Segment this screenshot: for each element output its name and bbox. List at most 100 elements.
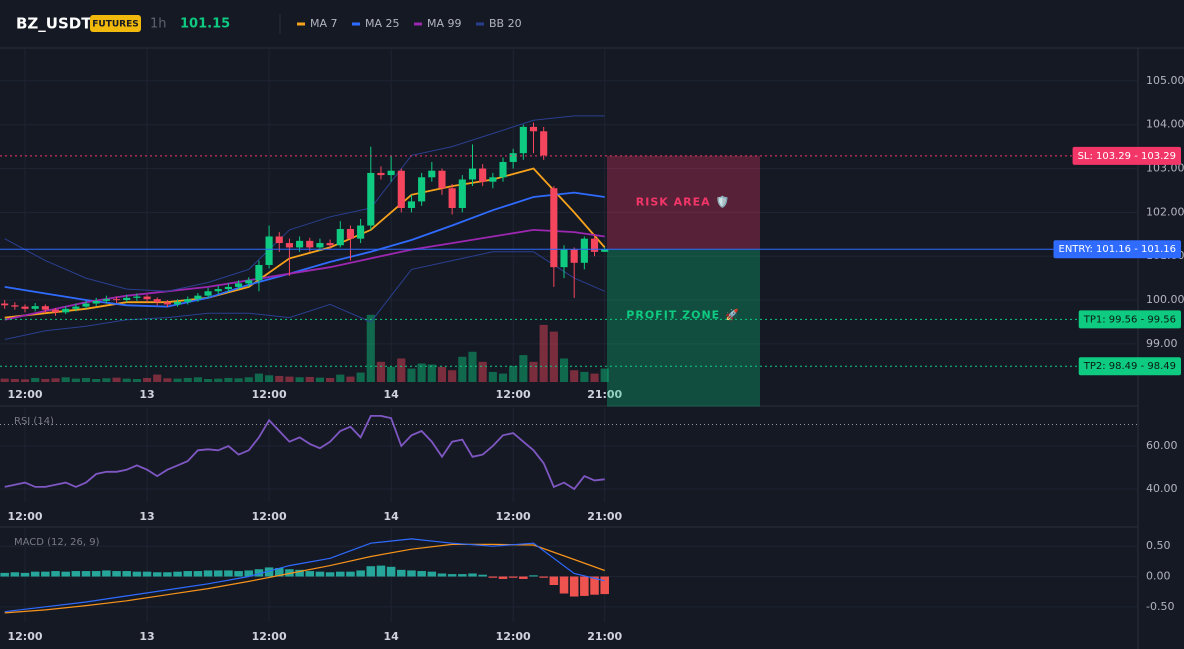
candle-body bbox=[133, 296, 141, 298]
histogram-bar bbox=[51, 571, 60, 577]
y-tick-label: 105.00 bbox=[1146, 74, 1184, 87]
volume-bar bbox=[376, 361, 386, 382]
histogram-bar bbox=[488, 576, 498, 578]
candle-body bbox=[112, 299, 121, 301]
candle-body bbox=[326, 243, 334, 246]
x-tick-label: 12:00 bbox=[252, 630, 287, 643]
histogram-bar bbox=[417, 571, 426, 577]
candle-body bbox=[51, 309, 60, 313]
x-tick-label: 12:00 bbox=[496, 510, 531, 523]
histogram-bar bbox=[71, 571, 81, 577]
volume-bar bbox=[468, 351, 477, 382]
pane-title: RSI (14) bbox=[14, 416, 54, 427]
histogram-bar bbox=[193, 571, 203, 577]
candle-body bbox=[102, 299, 110, 301]
candle-body bbox=[306, 240, 314, 248]
volume-bar bbox=[346, 376, 355, 382]
ma-line bbox=[4, 167, 606, 319]
candle-body bbox=[458, 179, 466, 208]
candle-body bbox=[41, 306, 49, 310]
candle-body bbox=[204, 291, 212, 296]
bb-upper bbox=[4, 115, 605, 292]
volume-bar bbox=[488, 371, 497, 382]
histogram-bar bbox=[0, 572, 9, 577]
volume-bar bbox=[31, 377, 40, 382]
histogram-bar bbox=[559, 576, 569, 594]
histogram-bar bbox=[386, 566, 396, 577]
histogram-bar bbox=[478, 574, 487, 577]
volume-bar bbox=[193, 377, 202, 382]
volume-bar bbox=[163, 378, 172, 382]
candle-body bbox=[194, 295, 202, 300]
volume-bar bbox=[102, 378, 111, 382]
volume-bar bbox=[336, 374, 345, 382]
x-tick-label: 12:00 bbox=[252, 388, 287, 401]
volume-bar bbox=[61, 377, 70, 382]
candle-body bbox=[255, 264, 263, 281]
candle-body bbox=[580, 238, 588, 263]
volume-bar bbox=[315, 377, 325, 382]
badge: FUTURES bbox=[92, 20, 138, 30]
volume-bar bbox=[10, 378, 19, 382]
candle-body bbox=[346, 229, 355, 239]
volume-bar bbox=[20, 379, 30, 382]
volume-bar bbox=[275, 375, 284, 382]
volume-bar bbox=[112, 377, 121, 382]
volume-bar bbox=[234, 378, 243, 382]
volume-bar bbox=[254, 373, 263, 382]
candle-body bbox=[143, 296, 151, 300]
histogram-bar bbox=[447, 574, 457, 577]
candle-body bbox=[387, 170, 395, 176]
histogram-bar bbox=[427, 571, 437, 577]
histogram-bar bbox=[234, 571, 243, 577]
candle-body bbox=[448, 188, 456, 208]
histogram-bar bbox=[407, 570, 416, 577]
candle-body bbox=[590, 238, 599, 252]
x-tick-label: 12:00 bbox=[252, 510, 287, 523]
y-tick-label: 100.00 bbox=[1146, 293, 1184, 306]
volume-bar bbox=[580, 371, 589, 382]
legend-label: MA 25 bbox=[365, 17, 400, 30]
volume-bar bbox=[214, 378, 223, 382]
candle-body bbox=[235, 283, 243, 287]
volume-bar bbox=[519, 355, 528, 382]
histogram-bar bbox=[203, 570, 213, 577]
candle-body bbox=[397, 170, 405, 208]
candle-body bbox=[438, 170, 446, 189]
histogram-bar bbox=[132, 571, 142, 577]
volume-bar bbox=[295, 377, 304, 382]
symbol: BZ_USDT bbox=[16, 15, 92, 33]
candle-body bbox=[316, 243, 324, 248]
level-tag bbox=[1078, 310, 1181, 329]
candle-body bbox=[214, 289, 222, 292]
histogram-bar bbox=[397, 569, 406, 577]
x-tick-label: 13 bbox=[139, 630, 154, 643]
level-tag bbox=[1053, 240, 1181, 259]
histogram-bar bbox=[91, 571, 101, 577]
volume-bar bbox=[122, 378, 131, 382]
x-tick-label: 12:00 bbox=[8, 630, 43, 643]
level-tag bbox=[1072, 146, 1181, 165]
zone bbox=[607, 249, 760, 407]
candle-body bbox=[21, 306, 29, 309]
y-tick-label: 0.50 bbox=[1146, 539, 1171, 552]
volume-bar bbox=[356, 372, 365, 382]
candle-body bbox=[377, 172, 385, 176]
x-tick-label: 12:00 bbox=[496, 388, 531, 401]
volume-bar bbox=[204, 378, 213, 382]
histogram-bar bbox=[41, 571, 50, 577]
histogram-bar bbox=[61, 571, 70, 577]
candle-body bbox=[529, 126, 538, 132]
volume-bar bbox=[407, 368, 416, 382]
histogram-bar bbox=[549, 576, 559, 586]
volume-bar bbox=[458, 356, 467, 382]
histogram-bar bbox=[102, 570, 111, 577]
histogram-bar bbox=[183, 571, 193, 577]
histogram-bar bbox=[366, 566, 376, 577]
candle-body bbox=[82, 303, 90, 307]
volume-bar bbox=[153, 374, 162, 382]
candle-body bbox=[560, 249, 568, 268]
candle-body bbox=[163, 302, 171, 305]
histogram-bar bbox=[569, 576, 579, 597]
